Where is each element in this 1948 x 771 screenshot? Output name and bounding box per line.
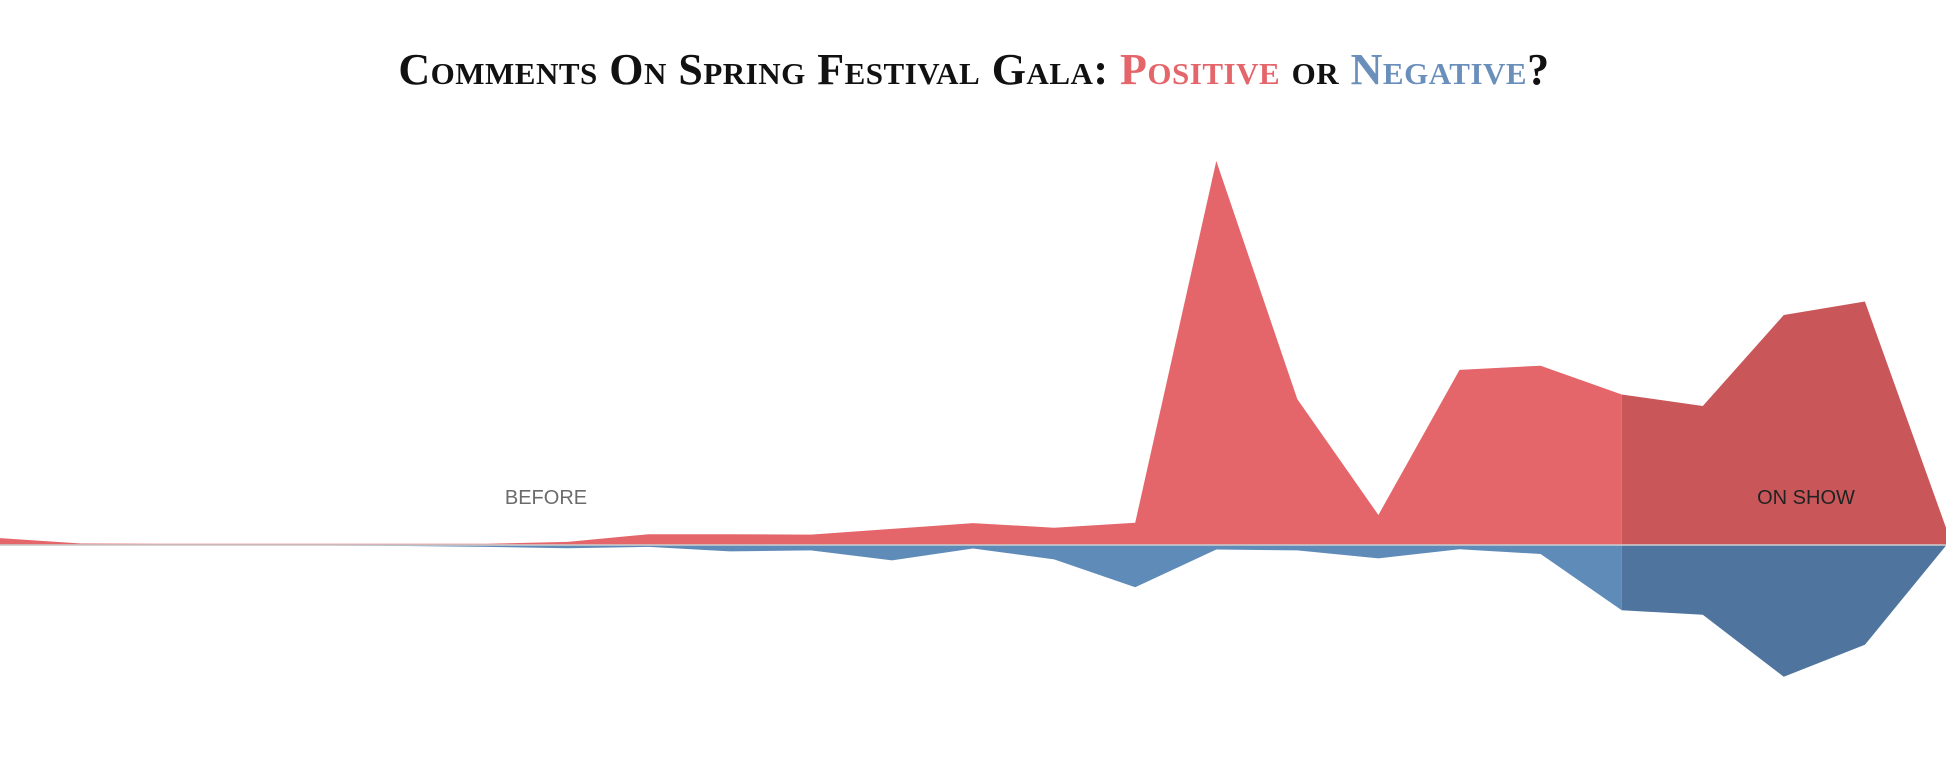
series-areas: [0, 161, 1946, 677]
series-negative-area-on-show: [1621, 545, 1946, 677]
title-positive-word: Positive: [1120, 45, 1281, 94]
phase-label-before: BEFORE: [505, 487, 587, 509]
series-negative: [0, 545, 1946, 677]
chart-title: Comments On Spring Festival Gala: Positi…: [0, 45, 1948, 94]
phase-label-on-show: ON SHOW: [1757, 487, 1855, 509]
phase-labels: BEFORE ON SHOW: [505, 487, 1855, 509]
series-positive-area-on-show: [1621, 301, 1946, 545]
title-prefix: Comments On Spring Festival Gala:: [398, 45, 1121, 94]
series-positive-area-before: [0, 161, 1622, 545]
title-connector: or: [1280, 45, 1351, 94]
series-positive: [0, 161, 1946, 545]
title-negative-word: Negative: [1350, 45, 1528, 94]
title-suffix: ?: [1527, 45, 1550, 94]
